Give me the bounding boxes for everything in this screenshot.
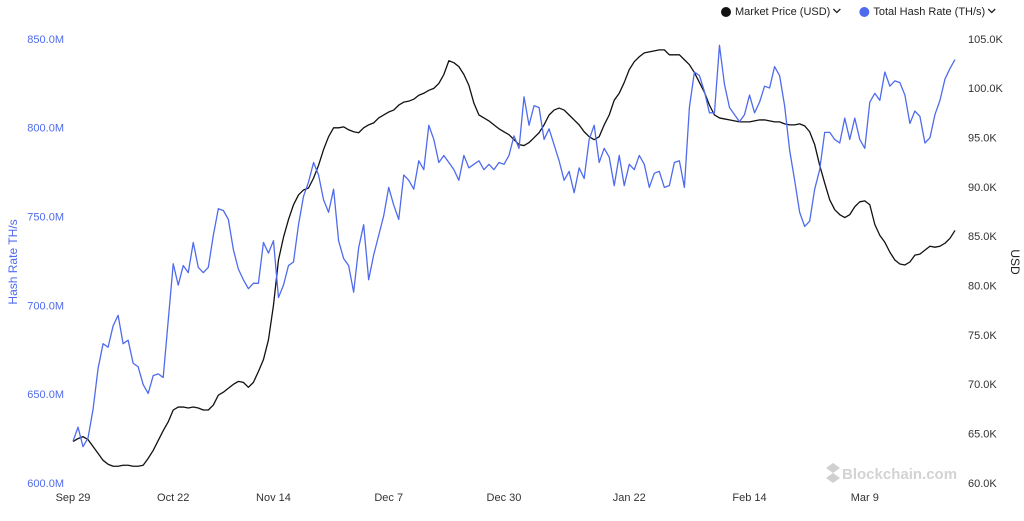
y-tick-label: 850.0M: [27, 34, 64, 46]
legend-item[interactable]: Market Price (USD): [721, 6, 841, 18]
y-axis-title: Hash Rate TH/s: [6, 219, 20, 304]
y2-tick-label: 80.0K: [968, 281, 997, 293]
series-line: [72, 44, 956, 448]
y2-tick-label: 75.0K: [968, 330, 997, 342]
y-tick-label: 600.0M: [27, 478, 64, 490]
x-tick-label: Jan 22: [613, 492, 646, 504]
legend-chevron: [832, 8, 841, 14]
x-tick-label: Dec 30: [487, 492, 522, 504]
y-tick-label: 750.0M: [27, 212, 64, 224]
y-tick-label: 700.0M: [27, 300, 64, 312]
x-tick-label: Mar 9: [851, 492, 879, 504]
y2-tick-label: 90.0K: [968, 182, 997, 194]
y2-tick-label: 85.0K: [968, 231, 997, 243]
y-tick-label: 800.0M: [27, 123, 64, 135]
legend-marker: [859, 7, 870, 17]
y2-tick-label: 60.0K: [968, 478, 997, 490]
y2-tick-label: 95.0K: [968, 133, 997, 145]
series-line: [72, 49, 956, 467]
y2-axis-title: USD: [1008, 249, 1022, 275]
legend-label: Total Hash Rate (TH/s): [873, 6, 985, 18]
watermark: Blockchain.com: [826, 463, 957, 483]
x-tick-label: Dec 7: [374, 492, 403, 504]
legend-label: Market Price (USD): [735, 6, 830, 18]
y-tick-label: 650.0M: [27, 389, 64, 401]
x-tick-label: Oct 22: [157, 492, 189, 504]
y2-tick-label: 100.0K: [968, 83, 1004, 95]
x-tick-label: Feb 14: [732, 492, 766, 504]
y2-tick-label: 105.0K: [968, 34, 1004, 46]
y2-tick-label: 65.0K: [968, 429, 997, 441]
legend-item[interactable]: Total Hash Rate (TH/s): [859, 6, 996, 18]
watermark-logo: [826, 463, 840, 483]
x-tick-label: Nov 14: [256, 492, 291, 504]
legend-marker: [721, 7, 731, 17]
x-tick-label: Sep 29: [56, 492, 91, 504]
legend: Market Price (USD) Total Hash Rate (TH/s): [721, 6, 996, 18]
y2-tick-label: 70.0K: [968, 379, 997, 391]
watermark-text: Blockchain.com: [842, 466, 957, 483]
legend-chevron: [987, 8, 996, 14]
